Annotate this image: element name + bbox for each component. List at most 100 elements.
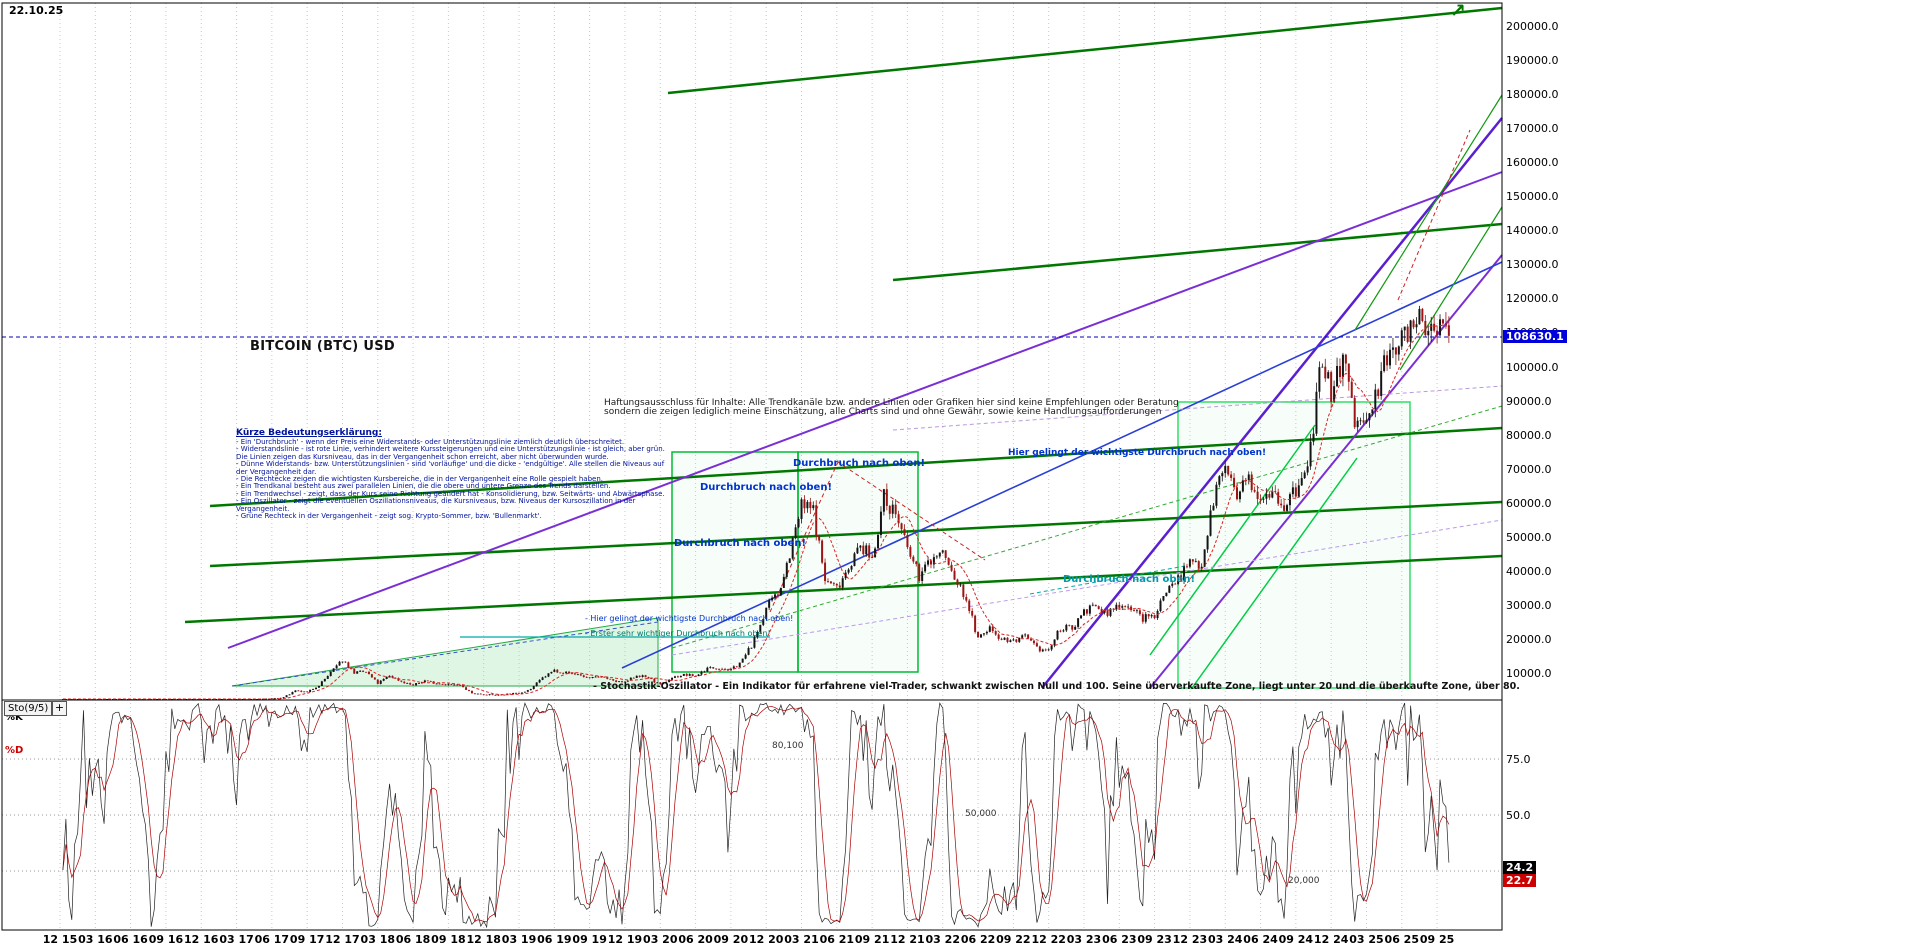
x-axis-label: 06 20 bbox=[678, 933, 713, 946]
x-axis-label: 03 24 bbox=[1207, 933, 1243, 946]
legend-line: - Ein 'Durchbruch' - wenn der Preis eine… bbox=[236, 438, 625, 446]
y-axis-label: 10000.0 bbox=[1506, 666, 1552, 680]
y-axis-label: 20000.0 bbox=[1506, 632, 1552, 646]
y-axis-label: 140000.0 bbox=[1506, 224, 1559, 238]
disclaimer-text: Haftungsausschluss für Inhalte: Alle Tre… bbox=[604, 399, 1179, 417]
breakout-annotation: Durchbruch nach oben! bbox=[700, 482, 833, 493]
x-axis-label: 09 25 bbox=[1419, 933, 1455, 946]
disclaimer-line-2: sondern die zeigen lediglich meine Einsc… bbox=[604, 407, 1162, 417]
breakout-annotation: - Hier gelingt der wichtigste Durchbruch… bbox=[585, 614, 794, 623]
y-axis-label: 130000.0 bbox=[1506, 258, 1559, 272]
chart-frame bbox=[1, 2, 1503, 931]
y-axis-label: 160000.0 bbox=[1506, 156, 1559, 170]
legend-line: - Widerstandslinie - ist rote Linie, ver… bbox=[236, 445, 665, 461]
x-axis-label: 09 16 bbox=[148, 933, 184, 946]
x-axis-label: 12 17 bbox=[325, 933, 360, 946]
grid-lines bbox=[2, 3, 1502, 930]
oscillator-inner-label: 80,100 bbox=[772, 741, 804, 751]
x-axis-label: 09 18 bbox=[431, 933, 466, 946]
x-axis-label: 03 23 bbox=[1066, 933, 1102, 946]
y-axis-label: 90000.0 bbox=[1506, 394, 1552, 408]
x-axis-label: 12 23 bbox=[1172, 933, 1208, 946]
breakout-annotation: Hier gelingt der wichtigste Durchbruch n… bbox=[1008, 448, 1267, 458]
x-axis-label: 03 25 bbox=[1349, 933, 1384, 946]
y-axis-label: 170000.0 bbox=[1506, 122, 1559, 136]
x-axis-label: 09 19 bbox=[572, 933, 607, 946]
x-axis-label: 03 17 bbox=[219, 933, 254, 946]
x-axis-label: 12 20 bbox=[748, 933, 784, 946]
y-axis-label: 60000.0 bbox=[1506, 496, 1552, 510]
oscillator-level-label: 75.0 bbox=[1506, 753, 1531, 766]
percent-k-label: %K bbox=[5, 712, 23, 723]
x-axis-label: 03 16 bbox=[78, 933, 113, 946]
x-axis-label: 12 19 bbox=[607, 933, 643, 946]
legend-line: - Ein Oszillator - zeigt die eventuellen… bbox=[236, 497, 636, 513]
y-axis-label: 120000.0 bbox=[1506, 292, 1559, 306]
y-axis-label: 100000.0 bbox=[1506, 360, 1559, 374]
x-axis-label: 09 24 bbox=[1278, 933, 1314, 946]
stochastic-d-badge: 22.7 bbox=[1503, 874, 1537, 887]
legend-line: - Grüne Rechteck in der Vergangenheit - … bbox=[236, 512, 542, 521]
x-axis-label: 06 24 bbox=[1243, 933, 1278, 946]
stochastic-settings-button[interactable]: Sto(9/5) bbox=[4, 701, 53, 716]
x-axis-label: 09 20 bbox=[713, 933, 749, 946]
y-axis-label: 200000.0 bbox=[1506, 20, 1559, 33]
x-axis-label: 06 23 bbox=[1102, 933, 1137, 946]
current-price-badge: 108630.1 bbox=[1503, 330, 1567, 343]
breakout-annotation: Durchbruch nach oben! bbox=[674, 538, 807, 549]
x-axis-label: 12 21 bbox=[890, 933, 925, 946]
x-axis-label: 12 15 bbox=[42, 933, 78, 946]
x-axis-label: 09 21 bbox=[854, 933, 890, 946]
oscillator-inner-label: 50,000 bbox=[965, 809, 997, 819]
x-axis-label: 06 21 bbox=[819, 933, 855, 946]
x-axis-label: 06 25 bbox=[1384, 933, 1419, 946]
legend-lines: - Ein 'Durchbruch' - wenn der Preis eine… bbox=[236, 438, 676, 521]
percent-d-label: %D bbox=[5, 745, 24, 756]
stochastic-lines bbox=[62, 702, 1450, 929]
y-axis-label: 70000.0 bbox=[1506, 462, 1552, 476]
y-axis-label: 150000.0 bbox=[1506, 190, 1559, 204]
x-axis-label: 12 24 bbox=[1313, 933, 1349, 946]
stochastic-description: - Stochastik-Oszillator - Ein Indikator … bbox=[593, 681, 1520, 692]
y-axis-label: 180000.0 bbox=[1506, 88, 1559, 102]
breakout-annotation: Durchbruch nach oben! bbox=[1063, 574, 1196, 585]
y-axis-label: 190000.0 bbox=[1506, 54, 1559, 68]
disclaimer-line-1: Haftungsausschluss für Inhalte: Alle Tre… bbox=[604, 398, 1179, 408]
y-axis-label: 40000.0 bbox=[1506, 564, 1552, 578]
symbol-title: BITCOIN (BTC) USD bbox=[250, 339, 395, 354]
x-axis-label: 12 18 bbox=[466, 933, 501, 946]
legend-line: - Ein Trendwechsel - zeigt, dass der Kur… bbox=[236, 489, 665, 498]
x-axis-label: 03 21 bbox=[784, 933, 819, 946]
x-axis-label: 03 20 bbox=[643, 933, 678, 946]
x-axis-label: 03 19 bbox=[501, 933, 537, 946]
legend-line: - Die Rechtecke zeigen die wichtigsten K… bbox=[236, 475, 603, 484]
x-axis-label: 06 18 bbox=[395, 933, 431, 946]
oscillator-level-label: 50.0 bbox=[1506, 809, 1531, 822]
oscillator-inner-label: 20,000 bbox=[1288, 876, 1320, 886]
x-axis-label: 03 18 bbox=[360, 933, 396, 946]
x-axis-label: 06 16 bbox=[113, 933, 148, 946]
y-axis-label: 30000.0 bbox=[1506, 598, 1552, 612]
legend-explanation-block: Kürze Bedeutungserklärung: - Ein 'Durchb… bbox=[236, 428, 676, 520]
breakout-annotation: ↗ bbox=[1450, 0, 1466, 22]
y-axis-label: 80000.0 bbox=[1506, 428, 1552, 442]
x-axis-label: 03 22 bbox=[925, 933, 960, 946]
trend-annotations bbox=[2, 6, 1503, 689]
legend-line: - Ein Trendkanal besteht aus zwei parall… bbox=[236, 482, 611, 491]
x-axis-label: 06 17 bbox=[254, 933, 290, 946]
legend-line: - Dünne Widerstands- bzw. Unterstützungs… bbox=[236, 460, 665, 476]
x-axis-label: 06 22 bbox=[960, 933, 996, 946]
candlesticks bbox=[61, 305, 1450, 700]
y-axis-label: 50000.0 bbox=[1506, 530, 1552, 544]
x-axis-label: 09 22 bbox=[996, 933, 1031, 946]
add-indicator-button[interactable]: + bbox=[52, 701, 67, 716]
chart-date: 22.10.25 bbox=[9, 4, 64, 17]
x-axis-label: 09 17 bbox=[289, 933, 325, 946]
stochastic-k-badge: 24.2 bbox=[1503, 861, 1537, 874]
legend-heading: Kürze Bedeutungserklärung: bbox=[236, 428, 382, 438]
x-axis-label: 06 19 bbox=[537, 933, 572, 946]
breakout-annotation: Durchbruch nach oben! bbox=[793, 458, 926, 469]
x-axis-label: 12 16 bbox=[184, 933, 219, 946]
